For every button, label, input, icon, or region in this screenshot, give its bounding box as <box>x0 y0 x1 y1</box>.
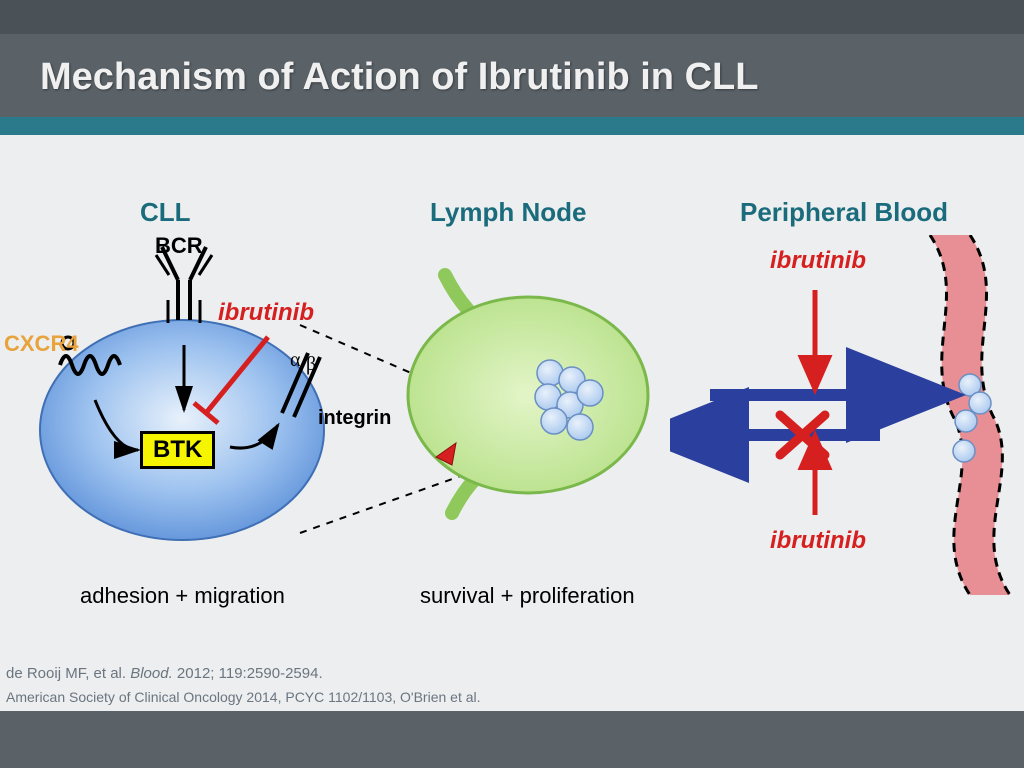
teal-stripe <box>0 117 1024 135</box>
heading-peripheral-blood: Peripheral Blood <box>740 197 948 228</box>
title-area: Mechanism of Action of Ibrutinib in CLL <box>0 34 1024 117</box>
cxcr4-label: CXCR4 <box>4 331 79 357</box>
citation-2: American Society of Clinical Oncology 20… <box>6 689 481 705</box>
blood-panel-diagram <box>670 235 1024 595</box>
lymph-node-diagram <box>390 255 670 555</box>
slide-title: Mechanism of Action of Ibrutinib in CLL <box>40 56 984 99</box>
adhesion-caption: adhesion + migration <box>80 583 285 609</box>
citation-1: de Rooij MF, et al. Blood. 2012; 119:259… <box>6 665 323 682</box>
heading-lymph-node: Lymph Node <box>430 197 586 228</box>
bcr-label: BCR <box>155 233 203 259</box>
content-area: CLL Lymph Node Peripheral Blood <box>0 135 1024 711</box>
survival-caption: survival + proliferation <box>420 583 635 609</box>
top-bar <box>0 0 1024 34</box>
citation-1-pre: de Rooij MF, et al. <box>6 665 130 682</box>
btk-box: BTK <box>140 431 215 469</box>
citation-1-post: 2012; 119:2590-2594. <box>173 665 323 682</box>
heading-cll: CLL <box>140 197 191 228</box>
citation-1-ital: Blood. <box>130 665 173 682</box>
